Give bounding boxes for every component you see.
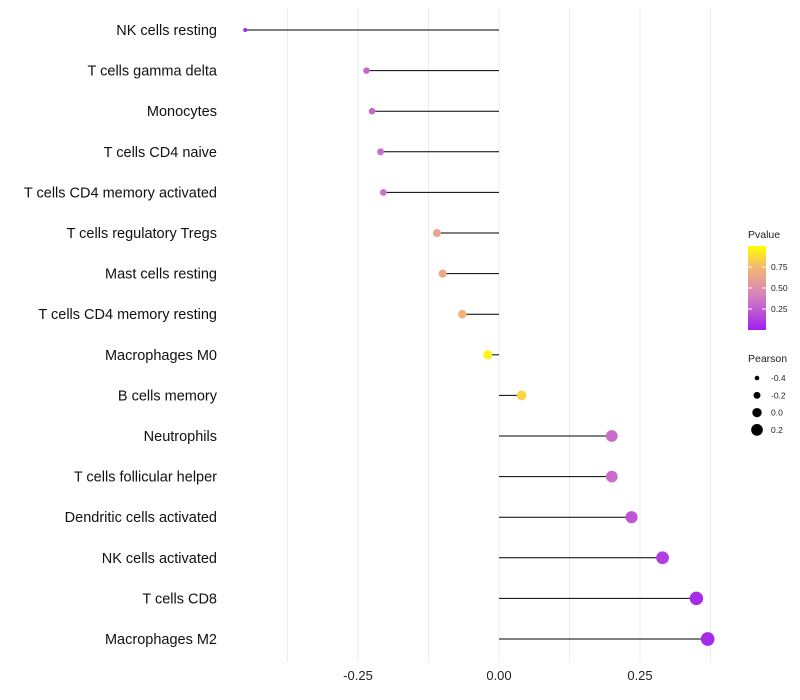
category-label: T cells follicular helper: [74, 470, 217, 486]
color-legend-label: 0.75: [771, 262, 788, 272]
category-label: T cells CD4 memory activated: [24, 185, 217, 201]
size-legend-key: [752, 407, 762, 418]
size-legend-label: -0.2: [771, 390, 786, 400]
category-label: NK cells resting: [116, 23, 217, 39]
color-legend-label: 0.25: [771, 304, 788, 314]
size-legend-label: -0.4: [771, 373, 786, 383]
category-label: Mast cells resting: [105, 267, 217, 283]
size-legend-key: [754, 375, 760, 381]
lollipop-point: [483, 350, 493, 360]
grid-lines: [287, 8, 711, 662]
lollipop-point: [625, 511, 638, 524]
x-tick-label: 0.00: [486, 668, 511, 683]
category-label: B cells memory: [118, 388, 218, 404]
lollipop-point: [700, 632, 715, 646]
category-label: Monocytes: [147, 104, 217, 120]
category-label: T cells CD8: [142, 591, 217, 607]
size-legend-keys: -0.4 -0.2 0.0 0.2: [751, 373, 786, 436]
x-tick-labels: -0.25 0.00 0.25: [343, 668, 652, 683]
category-label: Neutrophils: [144, 429, 217, 445]
category-label: T cells CD4 naive: [104, 145, 217, 161]
lollipop-point: [368, 107, 376, 115]
lollipop-point: [689, 591, 704, 606]
size-legend-label: 0.2: [771, 425, 783, 435]
size-legend-key: [753, 391, 761, 399]
legend: Pvalue 0.75 0.50 0.25 Pearson -0.4 -0.2 0.0 0…: [748, 229, 788, 436]
color-legend-label: 0.50: [771, 283, 788, 293]
color-legend-title: Pvalue: [748, 229, 780, 241]
category-label: NK cells activated: [102, 551, 217, 567]
size-legend-label: 0.0: [771, 408, 783, 418]
lollipop-points: [243, 28, 715, 646]
color-legend-bar: [748, 246, 766, 330]
category-label: Dendritic cells activated: [65, 510, 217, 526]
x-tick-label: -0.25: [343, 668, 373, 683]
lollipop-point: [432, 228, 441, 238]
color-legend-ticks: 0.75 0.50 0.25: [748, 262, 788, 314]
lollipop-point: [363, 67, 370, 74]
category-label: T cells regulatory Tregs: [67, 226, 217, 242]
lollipop-stems: [245, 29, 708, 640]
lollipop-point: [656, 551, 669, 565]
category-label: T cells gamma delta: [88, 64, 218, 80]
lollipop-point: [243, 28, 248, 32]
size-legend-title: Pearson: [748, 353, 787, 365]
lollipop-point: [516, 390, 527, 401]
category-label: Macrophages M2: [105, 632, 217, 648]
category-label: Macrophages M0: [105, 348, 217, 364]
lollipop-point: [458, 309, 467, 319]
lollipop-point: [377, 148, 384, 156]
lollipop-point: [379, 188, 387, 196]
category-labels: NK cells resting T cells gamma delta Monoc…: [24, 23, 218, 648]
lollipop-point: [605, 470, 618, 483]
size-legend-key: [751, 424, 763, 436]
x-tick-label: 0.25: [627, 668, 652, 683]
lollipop-point: [438, 269, 447, 278]
category-label: T cells CD4 memory resting: [38, 307, 217, 323]
lollipop-point: [605, 430, 618, 442]
